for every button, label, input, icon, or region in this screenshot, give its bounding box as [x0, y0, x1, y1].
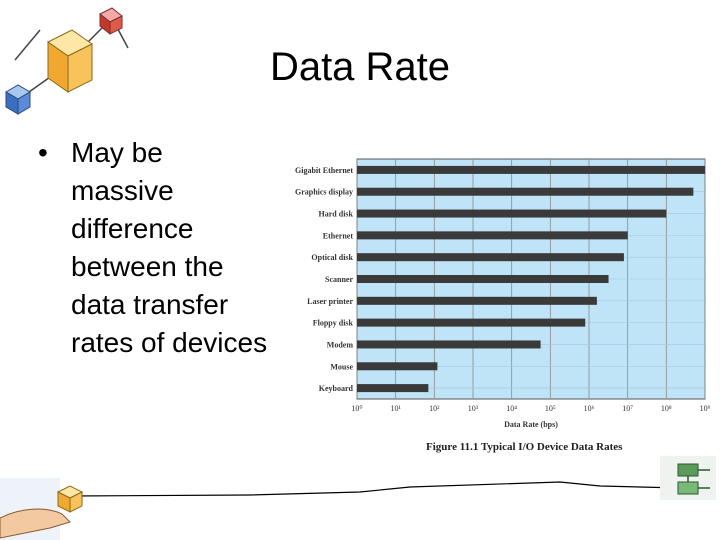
data-rate-chart: Gigabit Ethernet Graphics display Hard dis…: [295, 158, 710, 429]
green-device-icon: [660, 456, 716, 500]
figure-caption: Figure 11.1 Typical I/O Device Data Rate…: [426, 441, 623, 453]
tick-label: 10⁶: [584, 404, 595, 413]
network-cubes-icon: [5, 7, 129, 115]
category-label: Keyboard: [319, 384, 354, 393]
category-label: Mouse: [330, 362, 353, 371]
bar: [357, 187, 694, 196]
tick-label: 10⁹: [700, 404, 710, 413]
category-label: Floppy disk: [313, 319, 354, 328]
tick-label: 10⁴: [506, 404, 517, 413]
tick-label: 10⁷: [622, 404, 633, 413]
slide-title: Data Rate: [269, 45, 451, 89]
category-label: Modem: [327, 340, 354, 349]
category-label: Hard disk: [319, 210, 354, 219]
bar: [357, 231, 628, 240]
divider-line: [69, 481, 681, 497]
bar: [357, 275, 609, 283]
bar: [357, 253, 624, 262]
category-label: Gigabit Ethernet: [295, 166, 353, 175]
bar: [357, 318, 586, 327]
category-label: Optical disk: [311, 253, 353, 262]
tick-label: 10⁵: [545, 404, 556, 413]
category-label: Graphics display: [295, 188, 353, 197]
category-label: Scanner: [325, 275, 353, 284]
bullet-text: May be massive difference between the da…: [71, 137, 268, 358]
tick-label: 10²: [429, 404, 440, 413]
category-label: Ethernet: [323, 231, 354, 240]
tick-label: 10⁰: [351, 404, 362, 413]
bar: [357, 362, 438, 371]
bar: [357, 296, 597, 305]
tick-label: 10⁸: [661, 404, 672, 413]
tick-label: 10¹: [390, 404, 401, 413]
bullet-marker: •: [38, 137, 48, 168]
bar: [357, 209, 667, 218]
hand-holding-cube-icon: [0, 478, 84, 540]
x-axis-label: Data Rate (bps): [504, 420, 558, 429]
bar: [357, 340, 541, 349]
bar: [357, 384, 429, 393]
category-label: Laser printer: [307, 297, 353, 306]
bar: [357, 165, 705, 174]
tick-label: 10³: [468, 404, 479, 413]
